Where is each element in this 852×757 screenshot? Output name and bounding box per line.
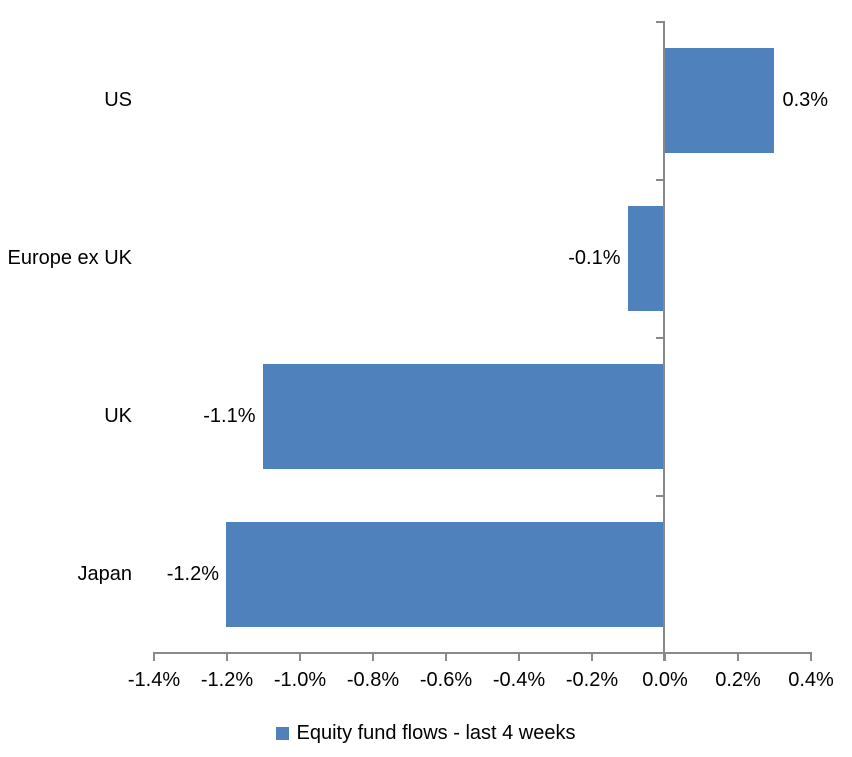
category-label: Japan: [77, 563, 133, 585]
x-axis-tick: [591, 652, 593, 661]
x-axis-tick: [737, 652, 739, 661]
bar-europe-ex-uk: [627, 205, 664, 311]
bar-japan: [226, 521, 664, 627]
x-axis-tick: [372, 652, 374, 661]
category-label: UK: [104, 405, 132, 427]
legend: Equity fund flows - last 4 weeks: [0, 719, 852, 747]
value-label: -1.1%: [203, 405, 256, 427]
zero-axis-tick: [656, 179, 665, 181]
zero-axis-tick: [656, 337, 665, 339]
x-axis-line: [153, 652, 812, 654]
x-tick-label: -0.6%: [419, 669, 473, 691]
zero-axis-tick: [656, 495, 665, 497]
bar-uk: [262, 363, 664, 469]
value-label: -1.2%: [166, 563, 219, 585]
x-tick-label: -0.2%: [565, 669, 619, 691]
x-axis-tick: [153, 652, 155, 661]
bar-us: [664, 47, 774, 153]
x-axis-tick: [518, 652, 520, 661]
x-tick-label: 0.4%: [788, 669, 834, 691]
x-axis-tick: [445, 652, 447, 661]
x-tick-label: 0.2%: [715, 669, 761, 691]
legend-marker-icon: [276, 726, 290, 740]
x-tick-label: -0.8%: [346, 669, 400, 691]
x-tick-label: 0.0%: [642, 669, 688, 691]
category-label: US: [104, 89, 132, 111]
category-label: Europe ex UK: [7, 247, 132, 269]
x-tick-label: -1.4%: [127, 669, 181, 691]
x-tick-label: -1.0%: [273, 669, 327, 691]
legend-label: Equity fund flows - last 4 weeks: [296, 722, 576, 744]
value-label: 0.3%: [782, 89, 829, 111]
zero-axis-tick: [656, 21, 665, 23]
x-tick-label: -0.4%: [492, 669, 546, 691]
x-axis-tick: [664, 652, 666, 661]
x-axis-tick: [299, 652, 301, 661]
x-tick-label: -1.2%: [200, 669, 254, 691]
x-axis-tick: [226, 652, 228, 661]
x-axis-tick: [810, 652, 812, 661]
value-label: -0.1%: [568, 247, 621, 269]
zero-axis-line: [663, 21, 665, 661]
